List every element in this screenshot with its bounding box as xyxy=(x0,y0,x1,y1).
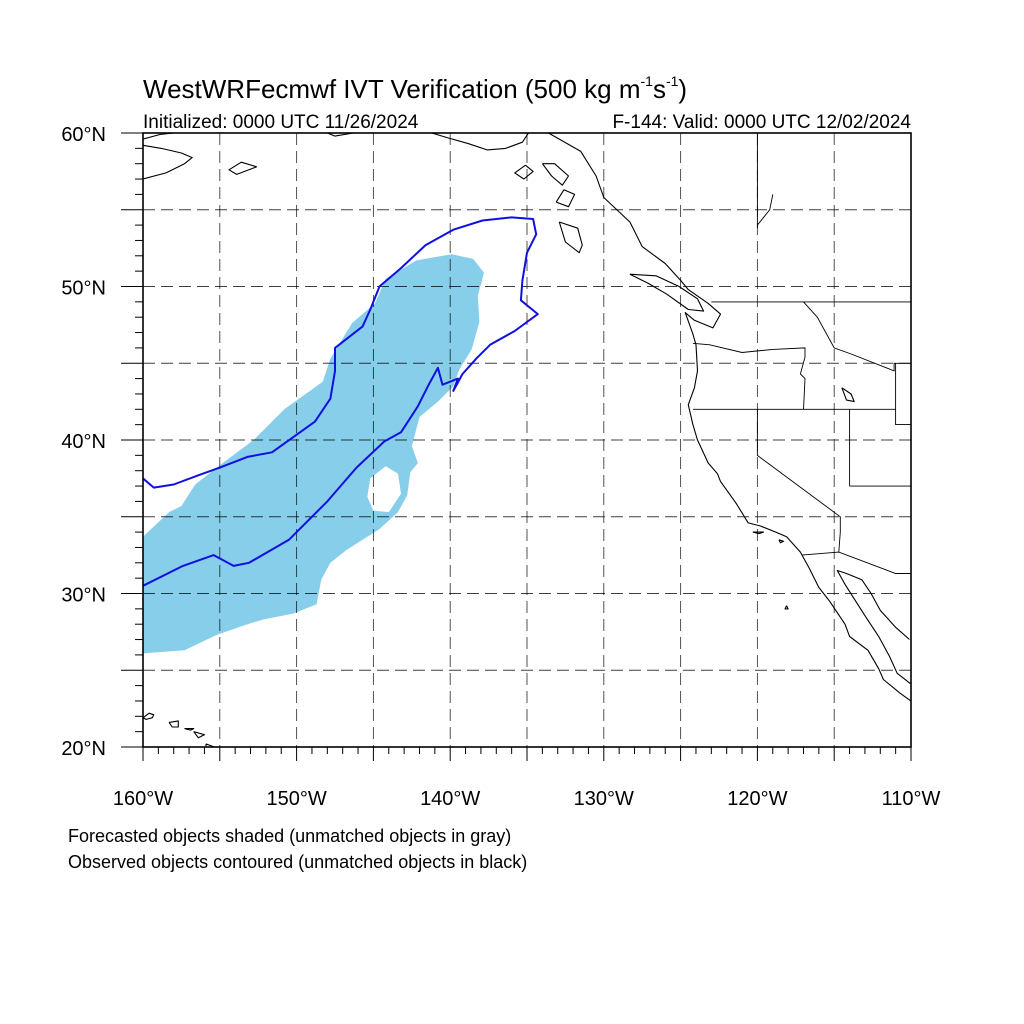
lat-lon-gridlines xyxy=(143,133,911,747)
coastline-segment xyxy=(431,133,529,151)
caption-observed: Observed objects contoured (unmatched ob… xyxy=(68,852,528,872)
border-segment xyxy=(801,551,911,574)
latitude-label: 60°N xyxy=(61,124,106,146)
figure-title: WestWRFecmwf IVT Verification (500 kg m-… xyxy=(143,73,687,104)
coastline-segment xyxy=(841,387,855,403)
coastline-segment xyxy=(168,720,179,728)
title-main: WestWRFecmwf IVT Verification (500 kg m xyxy=(143,74,641,104)
latitude-label: 40°N xyxy=(61,431,106,453)
latitude-label: 30°N xyxy=(61,585,106,607)
longitude-label: 110°W xyxy=(882,788,941,810)
coastline-segment xyxy=(327,133,354,137)
longitude-label: 160°W xyxy=(113,788,173,810)
title-exp2: -1 xyxy=(666,73,679,89)
longitude-label: 150°W xyxy=(266,788,326,810)
coastline-segment xyxy=(143,144,193,180)
subtitle-valid: F-144: Valid: 0000 UTC 12/02/2024 xyxy=(612,112,911,133)
coastline-segment xyxy=(143,712,155,720)
coastline-segment xyxy=(629,273,705,312)
longitude-label: 120°W xyxy=(727,788,787,810)
latitude-label: 20°N xyxy=(61,738,106,760)
latitude-labels: 60°N 50°N 40°N 30°N 20°N xyxy=(61,124,106,760)
coastline-segment xyxy=(193,731,205,739)
coastline-segment xyxy=(555,189,576,208)
map-plot-area xyxy=(143,133,911,747)
title-close: ) xyxy=(678,74,687,104)
coastline-segment xyxy=(541,163,570,186)
border-segment xyxy=(895,363,911,426)
title-exp1: -1 xyxy=(641,73,654,89)
coastline-segment xyxy=(784,605,789,610)
longitude-label: 140°W xyxy=(420,788,480,810)
longitude-label: 130°W xyxy=(574,788,634,810)
border-segment xyxy=(756,409,841,553)
coastline-segment xyxy=(228,161,257,175)
axis-ticks xyxy=(121,132,912,761)
latitude-label: 50°N xyxy=(61,278,106,300)
caption-forecast: Forecasted objects shaded (unmatched obj… xyxy=(68,826,512,846)
longitude-labels: 160°W 150°W 140°W 130°W 120°W 110°W xyxy=(113,788,941,810)
subtitle-initialized: Initialized: 0000 UTC 11/26/2024 xyxy=(143,112,419,133)
political-borders xyxy=(692,133,911,574)
coastline-segment xyxy=(548,133,911,702)
coastline-segment xyxy=(558,221,583,254)
observed-object-contour xyxy=(143,216,539,587)
coastline-segment xyxy=(778,539,785,544)
coastline-segment xyxy=(514,164,534,180)
border-segment xyxy=(803,301,911,372)
coastline-segment xyxy=(836,569,911,685)
coastline-segment xyxy=(184,728,195,731)
coastline-segment xyxy=(752,531,765,535)
coastline-segment xyxy=(143,133,174,140)
border-segment xyxy=(756,194,774,229)
border-segment xyxy=(692,342,806,410)
forecast-object-shading xyxy=(143,254,484,654)
title-mid: s xyxy=(653,74,666,104)
